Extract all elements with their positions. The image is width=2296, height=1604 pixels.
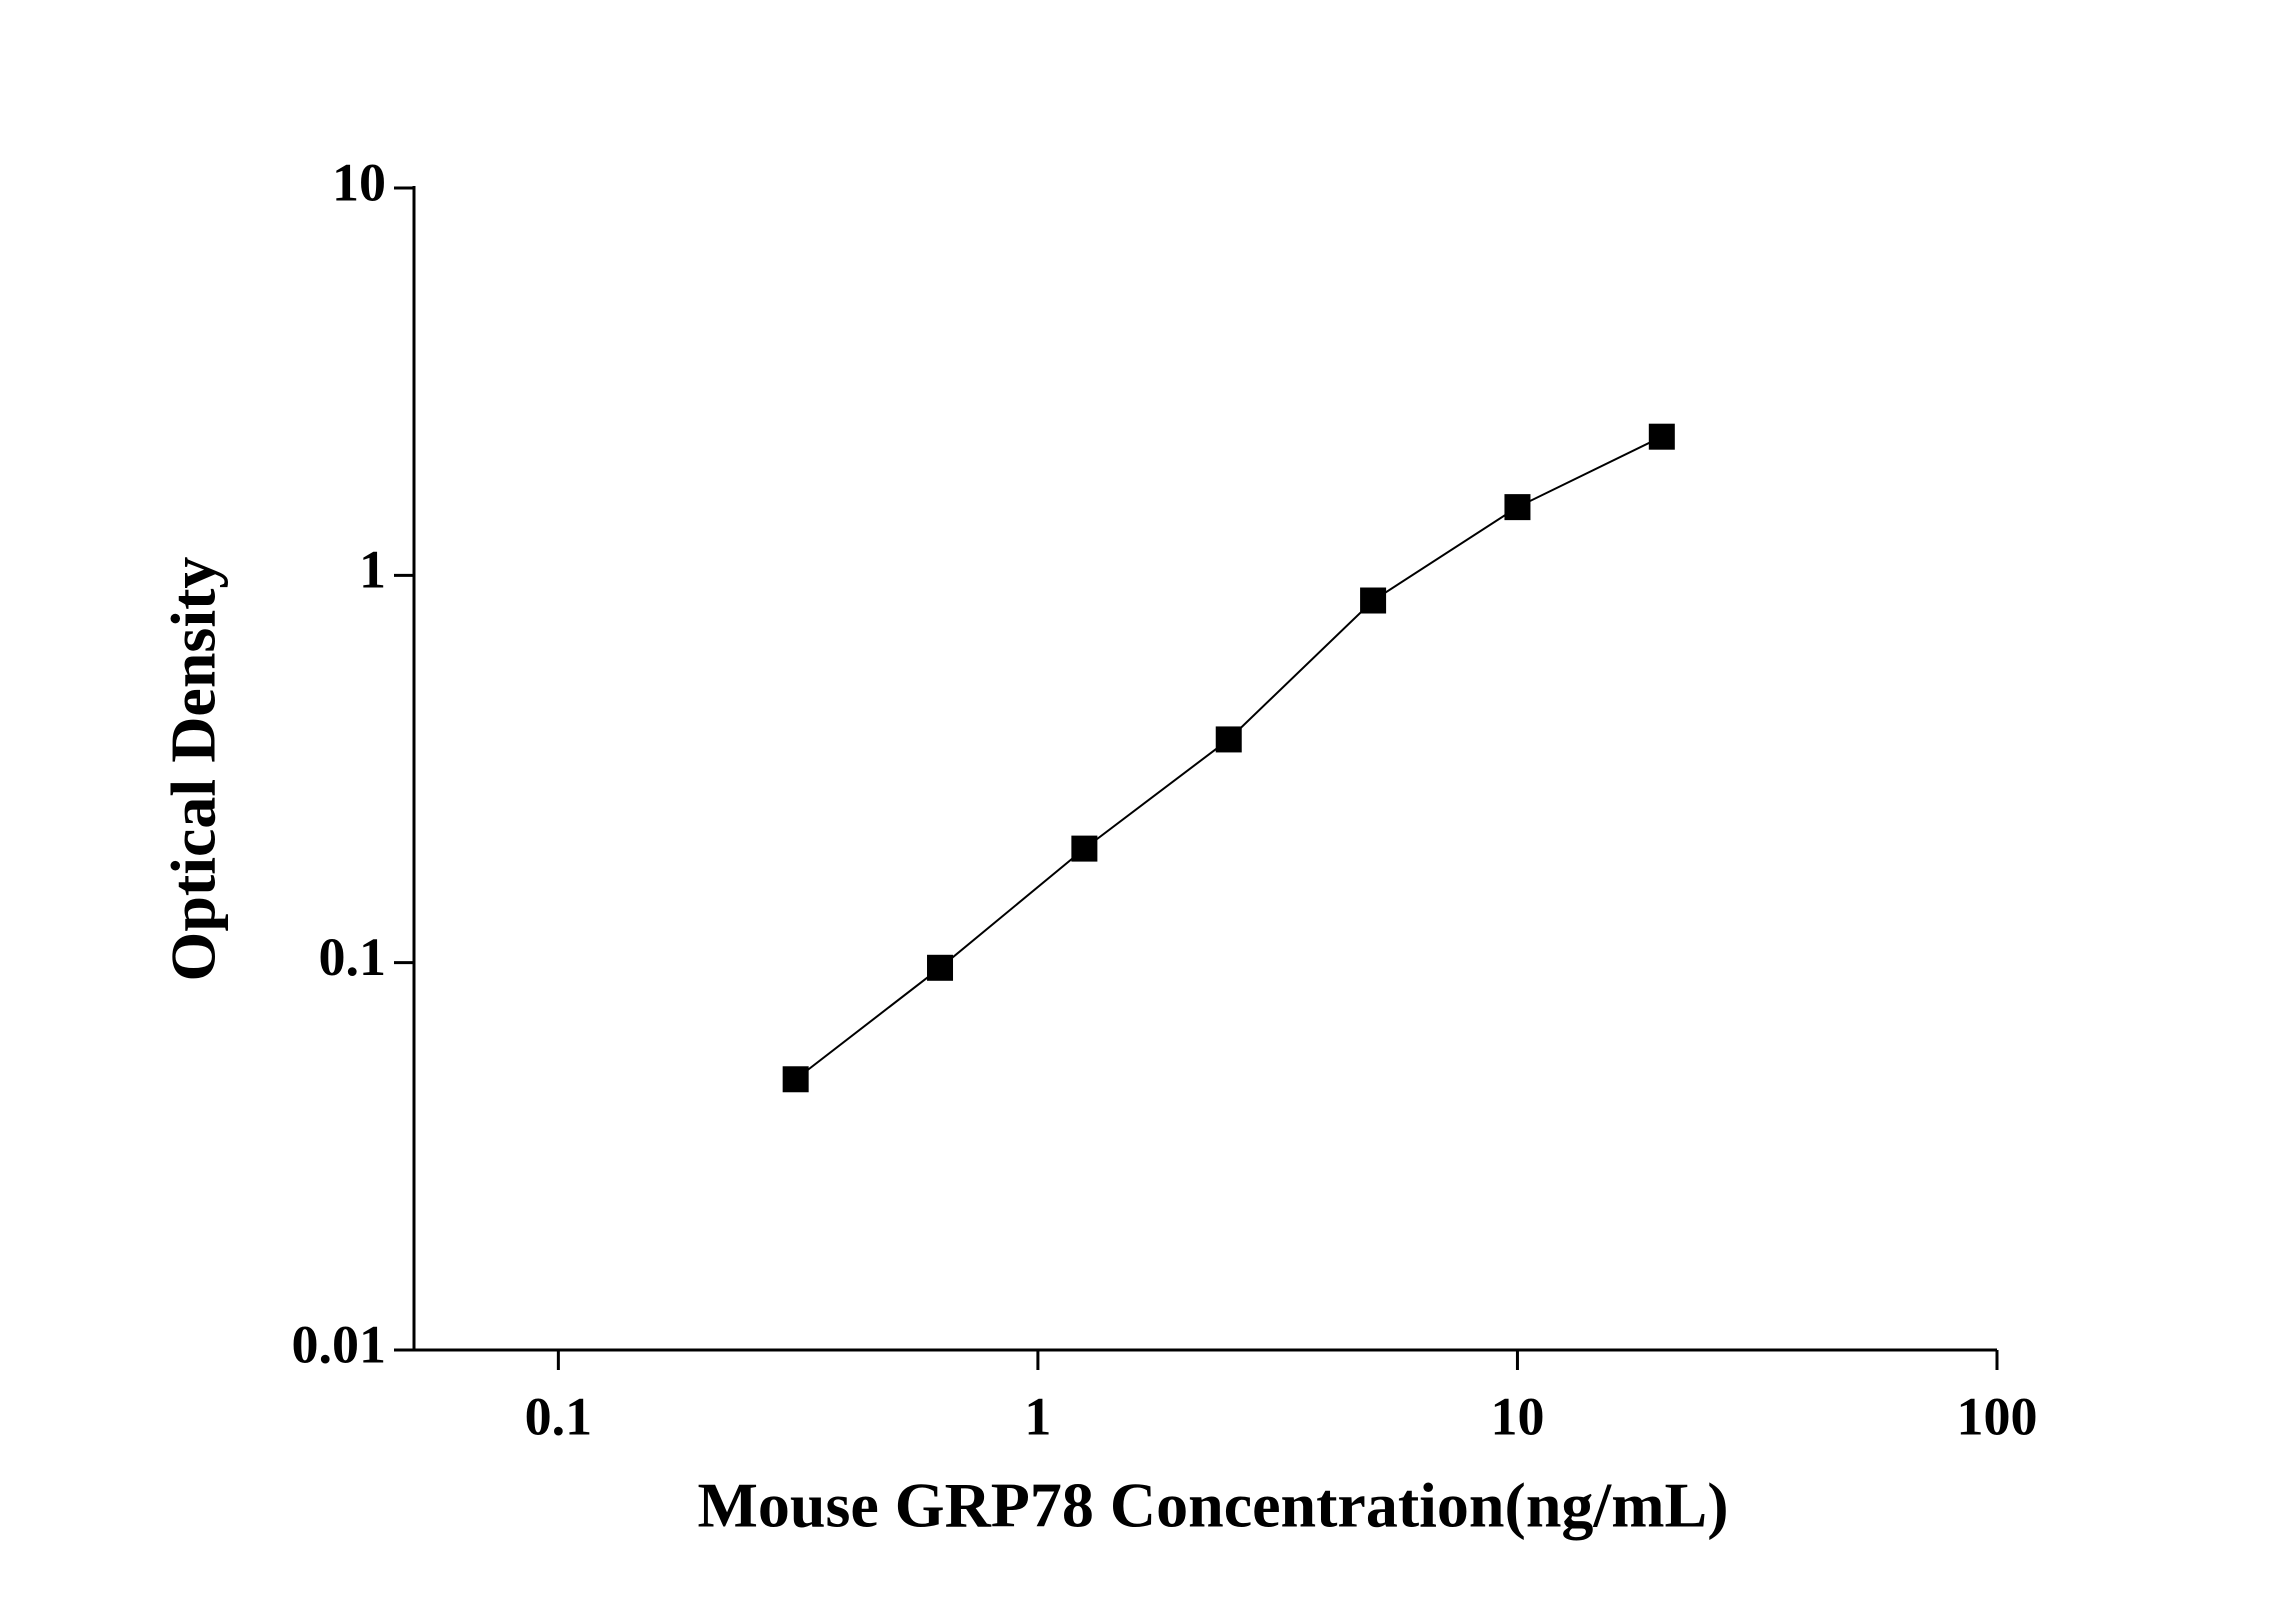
x-tick-label: 10: [1490, 1386, 1544, 1446]
data-point: [1360, 587, 1387, 614]
x-tick-label: 100: [1957, 1386, 2038, 1446]
data-point: [1215, 726, 1242, 753]
y-tick-label: 10: [332, 152, 386, 212]
data-point: [927, 954, 954, 981]
series-line: [795, 435, 1663, 1081]
x-tick-label: 1: [1024, 1386, 1051, 1446]
x-tick-label: 0.1: [525, 1386, 593, 1446]
y-axis-title: Optical Density: [158, 557, 229, 982]
data-point: [1071, 835, 1098, 862]
y-tick-label: 0.01: [292, 1314, 387, 1374]
data-point: [1648, 423, 1675, 450]
x-axis-title: Mouse GRP78 Concentration(ng/mL): [697, 1470, 1728, 1541]
data-point: [1504, 494, 1531, 521]
data-point: [782, 1066, 809, 1093]
y-tick-label: 1: [359, 540, 386, 600]
y-tick-label: 0.1: [319, 927, 387, 987]
